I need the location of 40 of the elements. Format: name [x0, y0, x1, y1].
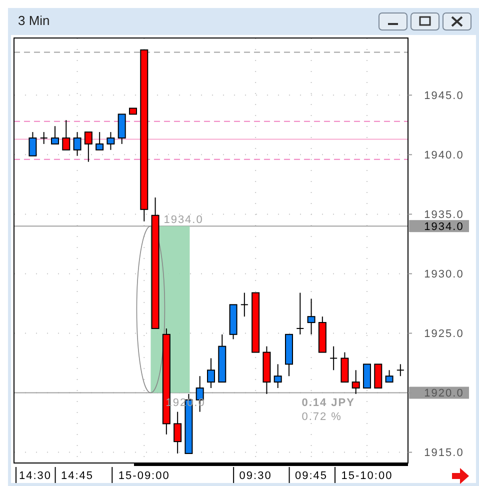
annotation: 1934.0	[164, 214, 204, 226]
y-tick-label: 1915.0	[424, 447, 464, 460]
candlestick	[330, 346, 338, 371]
candlestick	[207, 358, 215, 388]
x-tick-label: 14:45	[61, 470, 94, 482]
candlestick	[73, 132, 82, 156]
candlestick	[40, 132, 48, 144]
annotation: 0.14 JPY	[302, 396, 355, 409]
candlestick	[352, 370, 360, 394]
candlestick	[240, 292, 248, 318]
candlestick	[28, 132, 37, 156]
candlestick	[385, 370, 394, 383]
candlestick	[51, 126, 59, 144]
y-tick-label: 1930.0	[424, 268, 464, 281]
candlestick	[118, 114, 126, 144]
x-tick-label: 09:30	[239, 470, 272, 482]
candlestick	[174, 411, 182, 454]
y-tick-label: 1925.0	[424, 328, 464, 340]
x-tick-label: 15-10:00	[341, 470, 393, 482]
y-tick-label: 1920.0	[424, 388, 464, 400]
candlestick	[374, 364, 382, 388]
candlestick	[396, 364, 404, 377]
x-tick-label: 09:45	[295, 470, 328, 482]
candlestick	[307, 298, 316, 335]
candlestick	[62, 120, 70, 150]
x-tick-label: 15-09:00	[118, 470, 170, 482]
candlestick	[274, 364, 282, 388]
candlestick	[363, 364, 371, 388]
candlestick	[96, 132, 104, 150]
candlestick	[106, 132, 115, 150]
text: 14:30	[19, 470, 52, 482]
y-tick-label: 1940.0	[424, 150, 464, 162]
y-tick-label: 1935.0	[424, 209, 464, 222]
y-tick-label: 1945.0	[424, 90, 464, 102]
candlestick	[84, 132, 92, 162]
chart-title: 3 Min	[18, 13, 50, 28]
ref-line-label: 1934.0	[424, 220, 464, 233]
annotation: 0.72 %	[302, 410, 342, 423]
candlestick	[296, 292, 304, 335]
candlestick	[340, 352, 349, 383]
